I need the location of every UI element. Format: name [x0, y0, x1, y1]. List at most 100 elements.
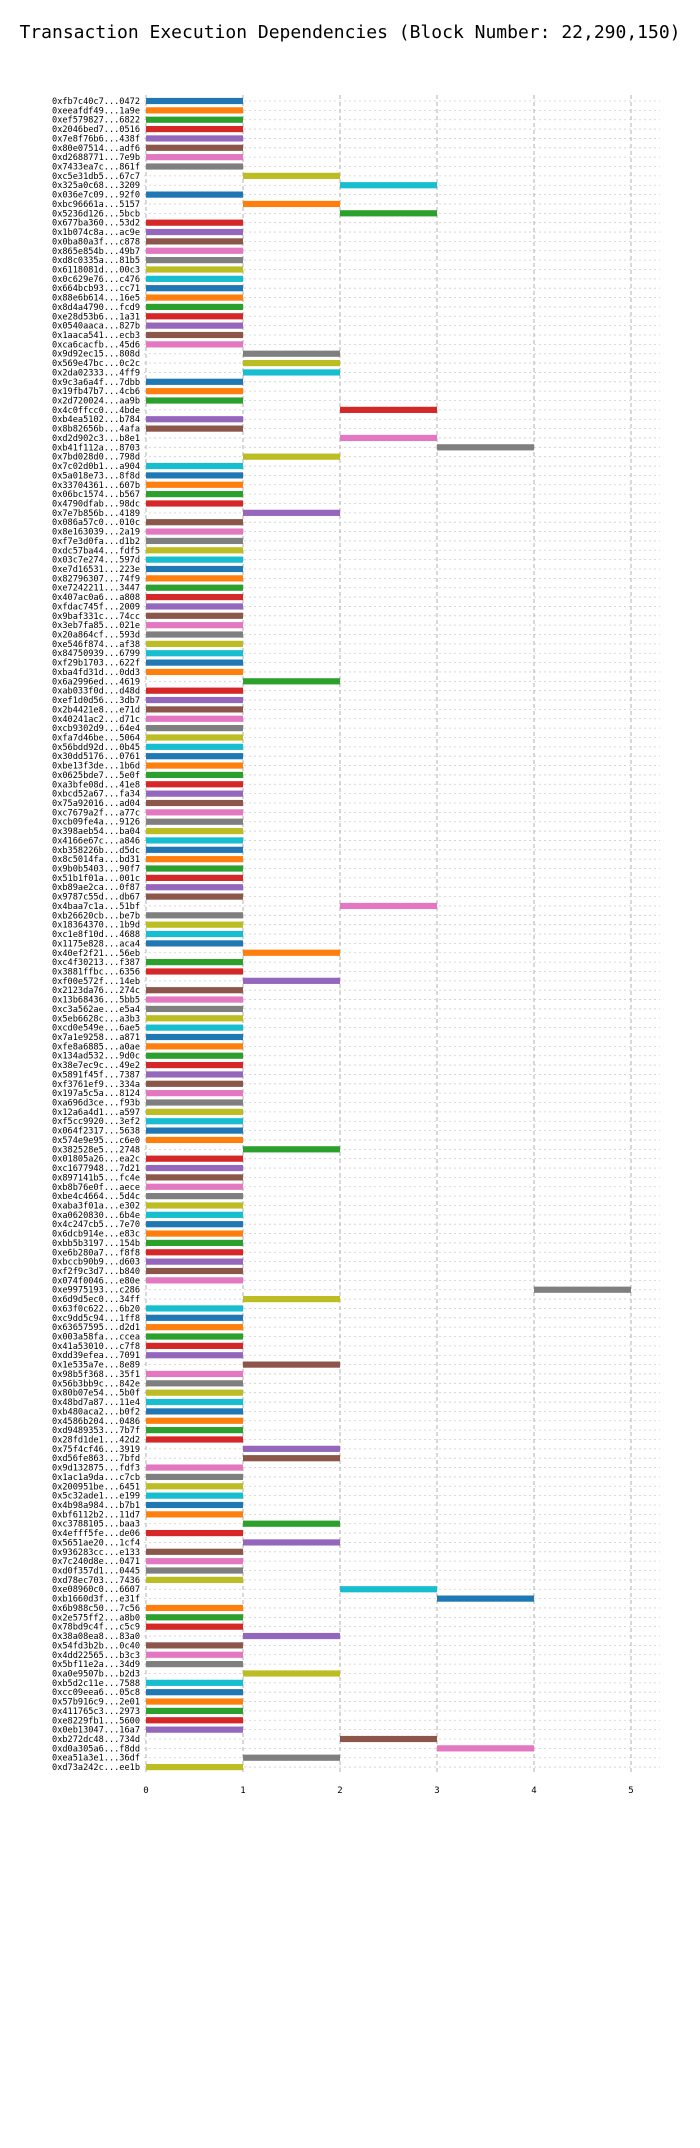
transaction-label: 0xf7e3d0fa...d1b2: [52, 537, 140, 547]
transaction-label: 0xd78ec703...7436: [52, 1576, 140, 1586]
transaction-label: 0xd2d902c3...b8e1: [52, 434, 140, 444]
transaction-label: 0x9b0b5403...90f7: [52, 865, 140, 875]
transaction-bar: [146, 1080, 243, 1087]
transaction-label: 0x4baa7c1a...51bf: [52, 902, 140, 912]
transaction-label: 0x7a1e9258...a871: [52, 1033, 140, 1043]
transaction-bar: [146, 659, 243, 666]
transaction-bar: [146, 884, 243, 891]
transaction-bar: [146, 1464, 243, 1471]
transaction-label: 0x5891f45f...7387: [52, 1070, 140, 1080]
transaction-bar: [146, 1324, 243, 1331]
transaction-bar: [243, 453, 340, 460]
transaction-bar: [146, 603, 243, 610]
transaction-bar: [243, 977, 340, 984]
transaction-bar: [146, 874, 243, 881]
transaction-label: 0x88e6b614...16e5: [52, 294, 140, 304]
transaction-bar: [146, 753, 243, 760]
transaction-bar: [146, 734, 243, 741]
transaction-bar: [146, 846, 243, 853]
transaction-bar: [146, 275, 243, 282]
x-tick-label: 4: [531, 1786, 536, 1796]
transaction-bar: [340, 434, 437, 442]
transaction-label: 0x5236d126...5bcb: [52, 209, 140, 219]
transaction-bar: [146, 1164, 243, 1172]
transaction-bar: [340, 210, 437, 217]
transaction-bar: [146, 1473, 243, 1481]
transaction-bar: [146, 1118, 243, 1125]
transaction-bar: [146, 1427, 243, 1434]
transaction-label: 0x7e7b856b...4189: [52, 509, 140, 519]
transaction-label: 0x7c240d8e...0471: [52, 1557, 140, 1567]
transaction-label: 0x0eb13047...16a7: [52, 1726, 140, 1736]
transaction-label: 0xc1e8f10d...4688: [52, 930, 140, 940]
transaction-bar: [146, 715, 243, 722]
transaction-label: 0x325a0c68...3209: [52, 181, 140, 191]
y-tick-labels: 0xfb7c40c7...04720xeeafdf49...1a9e0xef57…: [52, 97, 140, 1773]
transaction-label: 0x03c7e274...597d: [52, 556, 140, 566]
transaction-bar: [146, 1277, 243, 1284]
transaction-label: 0xe7d16531...223e: [52, 565, 140, 575]
transaction-bar: [146, 921, 243, 928]
transaction-bar: [243, 1632, 340, 1640]
transaction-label: 0xcb9302d9...64e4: [52, 724, 140, 734]
transaction-bar: [146, 1698, 243, 1705]
transaction-label: 0x4b98a984...b7b1: [52, 1501, 140, 1511]
transaction-label: 0x20a864cf...593d: [52, 631, 140, 641]
transaction-bar: [146, 397, 243, 404]
transaction-label: 0xea51a3e1...36df: [52, 1754, 140, 1764]
transaction-bar: [146, 1483, 243, 1490]
transaction-bar: [146, 547, 243, 554]
transaction-label: 0xf00e572f...14eb: [52, 977, 140, 987]
transaction-bar: [146, 987, 243, 994]
transaction-bar: [146, 1136, 243, 1144]
transaction-bar: [146, 1689, 243, 1696]
transaction-bar: [243, 350, 340, 357]
transaction-bar: [146, 1417, 243, 1424]
transaction-bar: [146, 1679, 243, 1686]
transaction-bar: [243, 172, 340, 179]
transaction-bar: [146, 1249, 243, 1256]
transaction-label: 0x38a08ea8...83a0: [52, 1632, 140, 1642]
transaction-bar: [146, 1707, 243, 1715]
transaction-label: 0xeeafdf49...1a9e: [52, 106, 140, 116]
transaction-bar: [340, 406, 437, 413]
x-tick-label: 5: [628, 1786, 633, 1796]
transaction-bar: [146, 257, 243, 264]
transaction-label: 0xa696d3ce...f93b: [52, 1099, 140, 1109]
transaction-bar: [146, 125, 243, 133]
transaction-bar: [146, 1071, 243, 1078]
transaction-bar: [243, 1295, 340, 1303]
transaction-label: 0xc5e31db5...67c7: [52, 172, 140, 182]
transaction-label: 0xbccb90b9...d603: [52, 1258, 140, 1268]
transaction-bar: [146, 650, 243, 657]
transaction-bar: [243, 949, 340, 956]
transaction-bar: [146, 865, 243, 872]
transaction-label: 0xe08960c0...6607: [52, 1585, 140, 1595]
transaction-label: 0x12a6a4d1...a597: [52, 1108, 140, 1118]
transaction-label: 0xd2688771...7e9b: [52, 153, 140, 163]
transaction-label: 0x197a5c5a...8124: [52, 1089, 140, 1099]
transaction-label: 0xd0f357d1...0445: [52, 1567, 140, 1577]
transaction-bar: [146, 154, 243, 161]
transaction-bar: [146, 1436, 243, 1443]
transaction-bar: [146, 1230, 243, 1237]
transaction-bar: [146, 191, 243, 198]
transaction-bar: [146, 912, 243, 919]
transaction-label: 0xc1677948...7d21: [52, 1164, 140, 1174]
transaction-bar: [146, 940, 243, 947]
transaction-label: 0x0ba80a3f...c878: [52, 237, 140, 247]
x-tick-label: 3: [434, 1786, 439, 1796]
transaction-label: 0xca6cacfb...45d6: [52, 340, 140, 350]
transaction-bar: [146, 1763, 243, 1771]
transaction-bar: [146, 219, 243, 226]
transaction-bar: [146, 1726, 243, 1733]
transaction-label: 0x40241ac2...d71c: [52, 715, 140, 725]
transaction-label: 0x48bd7a87...11e4: [52, 1398, 140, 1408]
transaction-label: 0x01805a26...ea2c: [52, 1155, 140, 1165]
transaction-label: 0x7e8f76b6...438f: [52, 134, 140, 144]
transaction-label: 0x9d92ec15...808d: [52, 350, 140, 360]
transaction-label: 0x1aaca541...ecb3: [52, 331, 140, 341]
transaction-bar: [146, 1398, 243, 1406]
transaction-label: 0x407ac0a6...a808: [52, 593, 140, 603]
